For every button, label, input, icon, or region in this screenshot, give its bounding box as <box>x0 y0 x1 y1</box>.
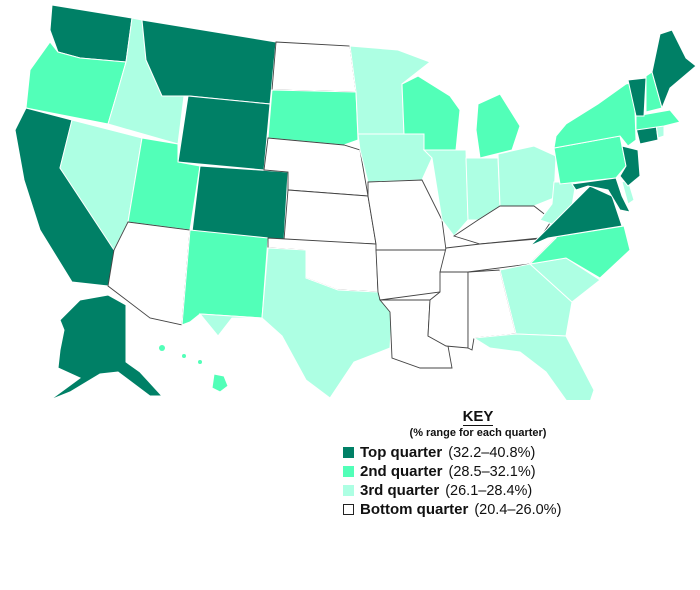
legend-item-third: 3rd quarter (26.1–28.4%) <box>343 481 613 500</box>
state-KS <box>283 189 377 245</box>
legend-item-second: 2nd quarter (28.5–32.1%) <box>343 462 613 481</box>
legend-item-top: Top quarter (32.2–40.8%) <box>343 443 613 462</box>
swatch-top <box>343 447 354 458</box>
state-ND <box>271 41 357 93</box>
state-CO <box>191 165 289 241</box>
state-FL <box>472 333 595 400</box>
state-MO <box>367 179 447 251</box>
map-legend: KEY (% range for each quarter) Top quart… <box>343 408 613 519</box>
state-SD <box>267 89 359 146</box>
swatch-third <box>343 485 354 496</box>
state-VT <box>627 77 647 117</box>
swatch-bottom <box>343 504 354 515</box>
legend-title: KEY <box>462 408 494 426</box>
state-HI <box>211 373 229 393</box>
state-VA <box>529 185 623 247</box>
state-HI-island <box>182 354 186 358</box>
state-ME <box>651 29 697 110</box>
state-MT <box>141 19 277 105</box>
swatch-second <box>343 466 354 477</box>
state-MI <box>475 93 521 159</box>
state-NM <box>181 229 269 326</box>
state-NJ <box>619 145 641 187</box>
state-NY <box>553 81 637 149</box>
state-MD <box>571 177 631 213</box>
state-HI-island <box>159 345 165 351</box>
state-AK <box>49 294 164 400</box>
state-IA <box>357 133 433 183</box>
legend-subtitle: (% range for each quarter) <box>409 427 547 439</box>
state-NC <box>528 225 631 279</box>
us-choropleth-map <box>14 4 697 400</box>
state-TX <box>198 247 393 399</box>
legend-item-bottom: Bottom quarter (20.4–26.0%) <box>343 500 613 519</box>
state-AR <box>375 249 447 301</box>
state-WY <box>177 95 271 171</box>
state-OH <box>497 145 557 207</box>
state-HI-island <box>198 360 202 364</box>
state-GA <box>499 263 573 337</box>
state-MA <box>635 109 681 131</box>
